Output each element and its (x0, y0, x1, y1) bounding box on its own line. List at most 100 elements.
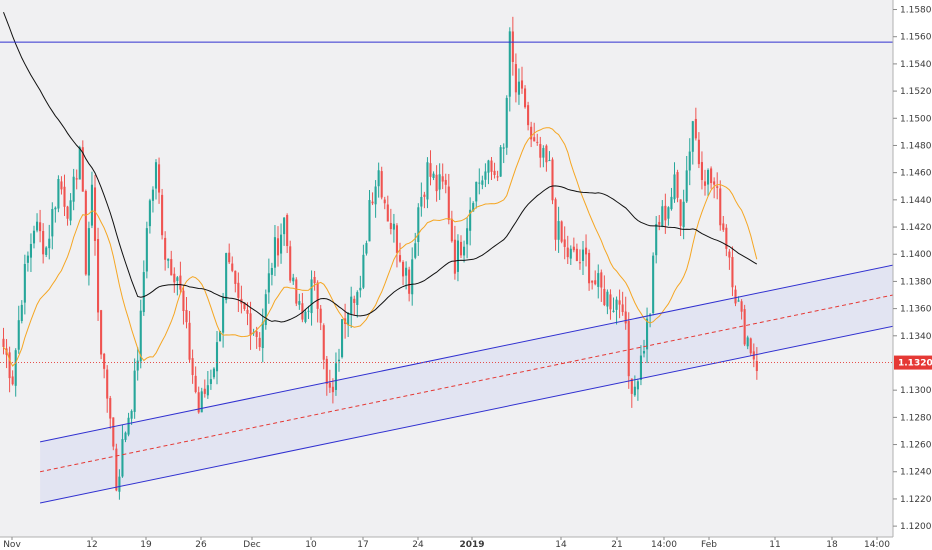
candle (341, 319, 344, 359)
candle (280, 223, 283, 264)
candle-body (81, 147, 84, 192)
candle (615, 296, 618, 325)
candle (225, 252, 228, 304)
candle (545, 144, 548, 172)
channel-mid-line[interactable] (39, 294, 894, 473)
price-tick-label: 1.14000 (900, 250, 932, 260)
candle-body (347, 312, 350, 326)
candle-body (539, 144, 542, 158)
time-axis[interactable]: Nov 12 19 26 Dec 10 17 24 2019 14 21 14:00 Feb 11 18 14… (3, 537, 890, 550)
candle (633, 375, 636, 397)
candle (389, 208, 392, 235)
candle (469, 197, 472, 246)
current-price-tag-layer: 1.13203 (894, 355, 932, 370)
candle (630, 378, 633, 408)
price-tick-label: 1.14200 (900, 223, 932, 233)
candle-body (728, 251, 731, 258)
candle-body (591, 280, 594, 283)
candle-body (29, 243, 32, 258)
candle (286, 213, 289, 254)
candle-body (685, 170, 688, 202)
candle-body (39, 222, 42, 232)
candle (337, 348, 341, 372)
candle (566, 235, 569, 264)
candle-body (8, 352, 11, 379)
candle (359, 275, 362, 298)
candle (517, 68, 520, 105)
candle (725, 224, 728, 257)
candle (334, 352, 337, 396)
candle (17, 305, 20, 354)
time-axis-background (0, 537, 893, 550)
candle (331, 378, 334, 404)
candle (432, 171, 435, 181)
candle-body (703, 181, 707, 186)
candle-body (469, 209, 472, 231)
candle-body (301, 303, 304, 320)
candle-body (554, 199, 557, 240)
price-tick-label: 1.14400 (900, 196, 932, 206)
time-tick-label: 14:00 (864, 540, 890, 550)
candle-body (191, 358, 194, 376)
channel-fill (40, 265, 894, 504)
candle-body (441, 176, 444, 182)
candle-body (658, 221, 661, 225)
candle (618, 289, 621, 319)
candle (304, 309, 307, 324)
candle (691, 120, 694, 165)
channel-lower-line[interactable] (39, 325, 894, 504)
candle-body (298, 301, 301, 305)
time-tick-label: Feb (701, 540, 717, 550)
candle-body (316, 282, 319, 309)
price-tick-label: 1.15000 (900, 114, 932, 124)
candle (606, 289, 609, 315)
candle-body (520, 80, 524, 89)
candle-body (267, 273, 270, 293)
candle-body (145, 228, 148, 272)
candle (481, 175, 484, 190)
candle-body (603, 288, 606, 306)
candle-body (636, 381, 639, 390)
candle-body (36, 221, 39, 231)
candle (487, 159, 490, 185)
candle-body (621, 304, 624, 313)
candle (533, 122, 536, 142)
candle-body (90, 184, 93, 226)
time-tick-label: 2019 (459, 540, 484, 550)
candle-body (362, 254, 365, 288)
candle (420, 182, 423, 217)
candle-body (243, 302, 246, 309)
price-axis[interactable]: 1.15800 1.15600 1.15400 1.15200 1.15000 1.148… (893, 6, 932, 533)
candle (368, 190, 371, 242)
candle (270, 262, 273, 286)
candle-body (646, 318, 649, 350)
candle (646, 307, 649, 364)
candle-body (688, 151, 691, 171)
candle (502, 143, 505, 164)
candle (93, 174, 97, 256)
candle (536, 133, 539, 146)
candle-body (746, 337, 749, 347)
candle (405, 261, 408, 290)
candle-body (578, 262, 581, 264)
channel-upper-line[interactable] (39, 264, 894, 443)
candle-body (383, 199, 386, 204)
candle (185, 296, 188, 329)
candle-body (328, 382, 331, 388)
candle (585, 234, 588, 267)
candle-body (707, 169, 710, 185)
candle (710, 166, 713, 189)
candle-body (487, 160, 490, 173)
candle-body (456, 240, 459, 272)
candle-body (54, 207, 57, 210)
candle-body (639, 355, 642, 380)
candle-body (20, 304, 23, 321)
candle (133, 358, 136, 419)
candle-body (179, 275, 182, 290)
candle (694, 107, 697, 141)
candle (398, 242, 402, 263)
candle (417, 203, 420, 256)
candle-body (264, 294, 267, 326)
candle-body (93, 187, 97, 241)
